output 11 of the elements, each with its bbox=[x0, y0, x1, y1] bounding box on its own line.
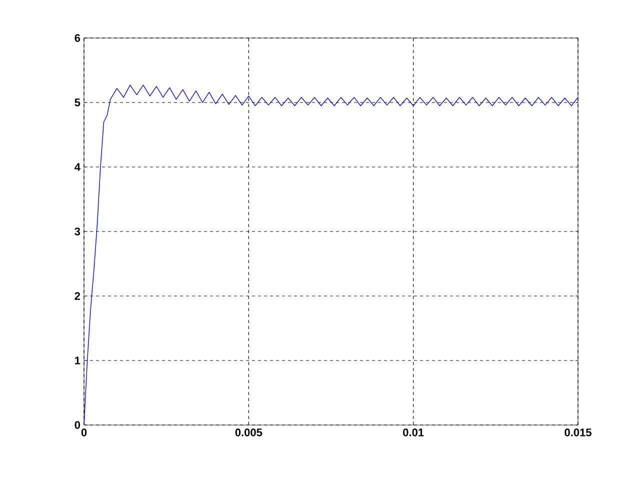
y-tick-label: 5 bbox=[74, 98, 80, 106]
y-tick-label: 4 bbox=[74, 163, 80, 171]
x-tick-label: 0.005 bbox=[235, 428, 262, 436]
y-tick-label: 1 bbox=[75, 356, 80, 364]
y-tick-label: 6 bbox=[74, 34, 80, 42]
x-tick-label: 0.015 bbox=[564, 428, 592, 436]
x-tick-label: 0.01 bbox=[403, 428, 424, 436]
y-tick-label: 2 bbox=[74, 292, 80, 300]
x-tick-label: 0 bbox=[81, 428, 87, 436]
y-tick-label: 3 bbox=[74, 228, 80, 236]
y-tick-label: 0 bbox=[74, 421, 80, 429]
